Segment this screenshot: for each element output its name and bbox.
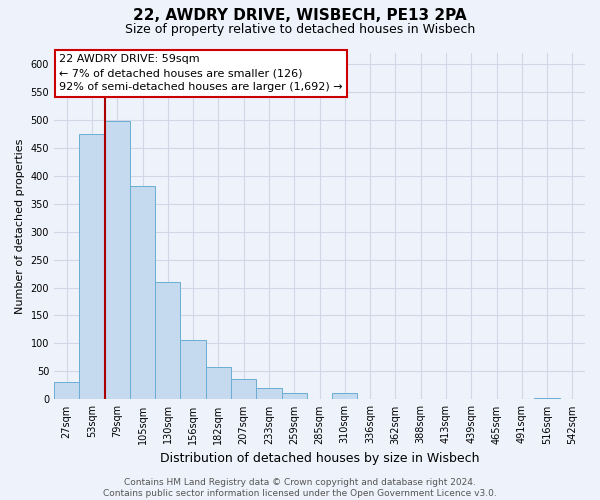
Bar	[231, 380, 256, 400]
Bar	[535, 398, 560, 400]
Bar	[332, 394, 358, 400]
Bar	[54, 382, 79, 400]
Text: Size of property relative to detached houses in Wisbech: Size of property relative to detached ho…	[125, 22, 475, 36]
Bar	[155, 282, 181, 400]
Text: Contains HM Land Registry data © Crown copyright and database right 2024.
Contai: Contains HM Land Registry data © Crown c…	[103, 478, 497, 498]
X-axis label: Distribution of detached houses by size in Wisbech: Distribution of detached houses by size …	[160, 452, 479, 465]
Bar	[256, 388, 281, 400]
Bar	[104, 122, 130, 400]
Bar	[181, 340, 206, 400]
Y-axis label: Number of detached properties: Number of detached properties	[15, 138, 25, 314]
Bar	[560, 399, 585, 400]
Bar	[281, 392, 307, 400]
Bar	[130, 186, 155, 400]
Bar	[206, 367, 231, 400]
Text: 22, AWDRY DRIVE, WISBECH, PE13 2PA: 22, AWDRY DRIVE, WISBECH, PE13 2PA	[133, 8, 467, 22]
Bar	[79, 134, 104, 400]
Text: 22 AWDRY DRIVE: 59sqm
← 7% of detached houses are smaller (126)
92% of semi-deta: 22 AWDRY DRIVE: 59sqm ← 7% of detached h…	[59, 54, 343, 92]
